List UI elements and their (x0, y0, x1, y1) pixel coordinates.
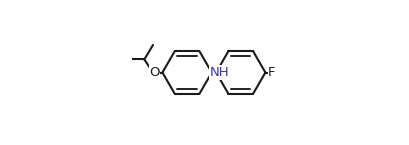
Text: NH: NH (210, 66, 229, 79)
Text: F: F (268, 66, 276, 79)
Text: O: O (149, 66, 160, 79)
